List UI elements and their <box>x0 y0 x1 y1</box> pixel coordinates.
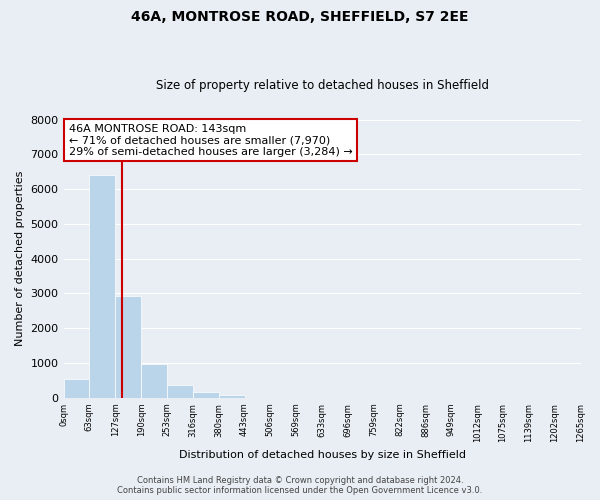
Bar <box>193 392 219 398</box>
Bar <box>89 175 115 398</box>
Bar <box>64 378 89 398</box>
Bar <box>167 384 193 398</box>
Bar <box>219 395 245 398</box>
Bar <box>115 296 141 398</box>
Text: Contains HM Land Registry data © Crown copyright and database right 2024.
Contai: Contains HM Land Registry data © Crown c… <box>118 476 482 495</box>
X-axis label: Distribution of detached houses by size in Sheffield: Distribution of detached houses by size … <box>179 450 466 460</box>
Text: 46A, MONTROSE ROAD, SHEFFIELD, S7 2EE: 46A, MONTROSE ROAD, SHEFFIELD, S7 2EE <box>131 10 469 24</box>
Title: Size of property relative to detached houses in Sheffield: Size of property relative to detached ho… <box>155 79 488 92</box>
Y-axis label: Number of detached properties: Number of detached properties <box>15 171 25 346</box>
Bar <box>141 364 167 398</box>
Text: 46A MONTROSE ROAD: 143sqm
← 71% of detached houses are smaller (7,970)
29% of se: 46A MONTROSE ROAD: 143sqm ← 71% of detac… <box>69 124 352 157</box>
